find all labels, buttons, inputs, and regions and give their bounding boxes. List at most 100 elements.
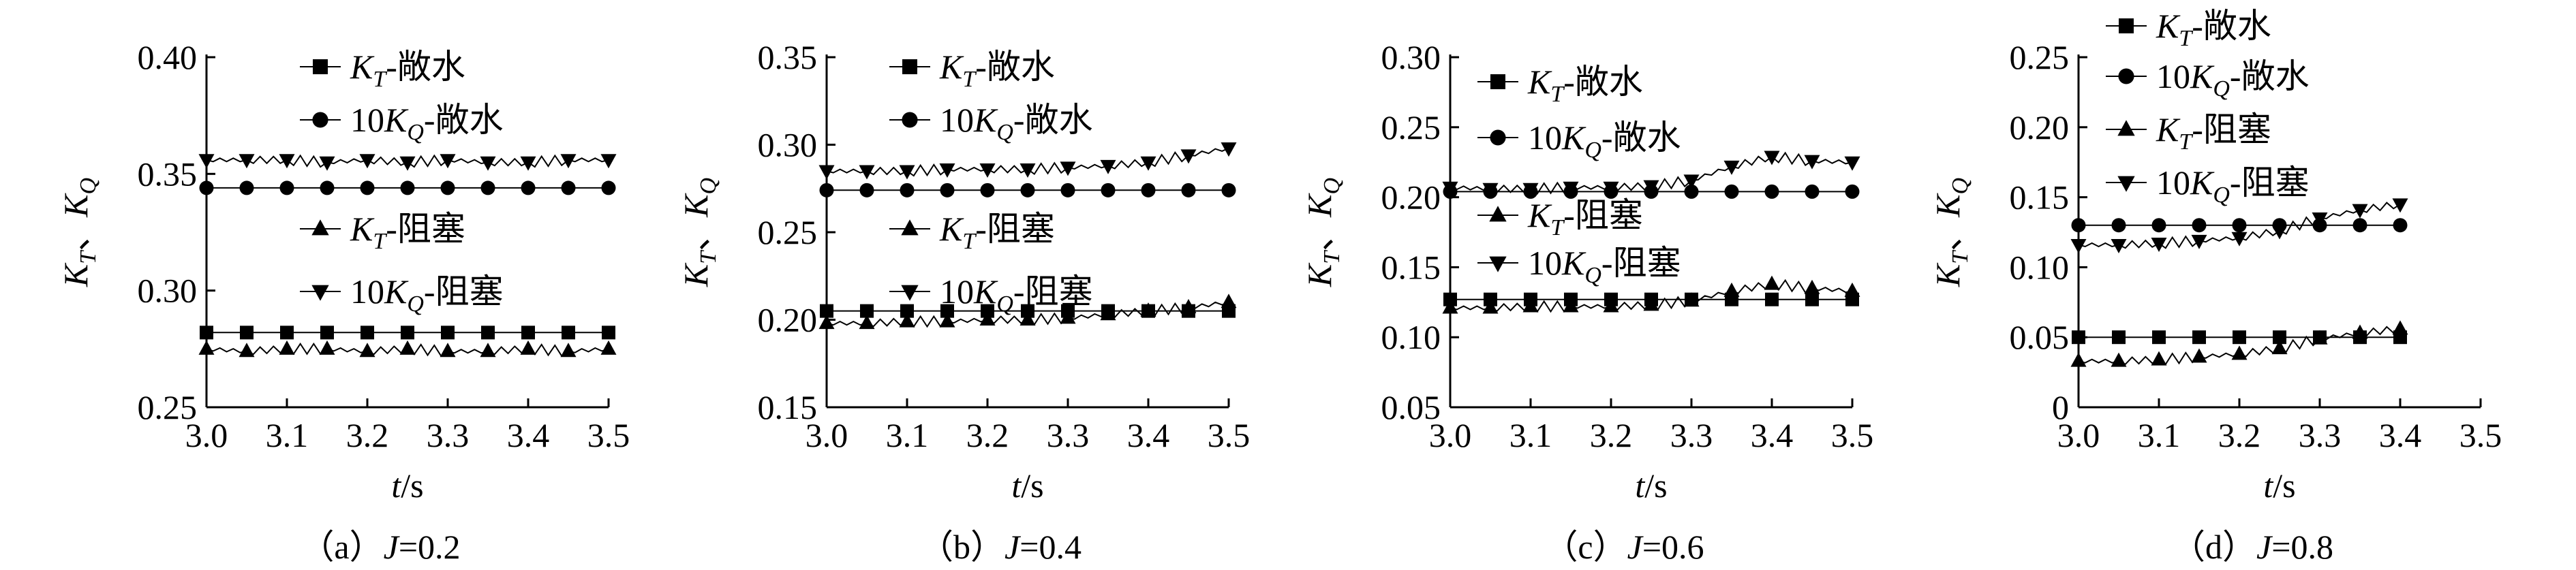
data-point [1603, 298, 1619, 313]
data-point [400, 180, 415, 195]
x-axis-label: t/s [2263, 466, 2295, 505]
legend-marker [311, 219, 329, 236]
data-point [279, 180, 294, 195]
y-tick-label: 0.05 [1381, 388, 1441, 426]
legend-entry-1: KT-敞水 [1477, 63, 1643, 107]
data-point [2071, 218, 2086, 233]
data-point [899, 313, 915, 328]
x-tick-label: 3.5 [1831, 416, 1874, 454]
data-point [600, 154, 617, 169]
legend-entry-3: KT-阻塞 [300, 210, 465, 254]
data-point [1683, 174, 1700, 189]
data-point [1723, 160, 1740, 175]
y-tick-label: 0.35 [758, 38, 818, 76]
data-point [1021, 304, 1034, 318]
data-point [1101, 183, 1116, 197]
data-point [2392, 198, 2408, 213]
legend-marker [1490, 74, 1505, 89]
data-point [2151, 218, 2166, 233]
legend-label: KT-敞水 [350, 48, 465, 92]
data-point [2352, 218, 2367, 233]
x-tick-label: 3.2 [346, 416, 389, 454]
legend-label: 10KQ-敞水 [350, 101, 504, 145]
legend-marker [1489, 256, 1507, 272]
data-point [1724, 184, 1739, 199]
series-1 [2072, 330, 2407, 345]
data-point [359, 343, 375, 358]
data-point [1482, 299, 1499, 314]
data-point [1684, 184, 1699, 199]
legend-marker [1489, 206, 1507, 222]
legend-marker [902, 112, 918, 128]
data-point [1060, 183, 1075, 197]
legend-label: 10KQ-敞水 [2156, 57, 2310, 101]
data-point [940, 183, 955, 197]
data-point [2191, 234, 2207, 249]
data-point [1522, 183, 1539, 197]
data-point [900, 304, 914, 318]
x-tick-label: 3.1 [266, 416, 309, 454]
data-point [940, 304, 954, 318]
data-point [1060, 309, 1076, 324]
data-point [900, 183, 915, 197]
x-tick-label: 3.0 [1429, 416, 1472, 454]
x-tick-label: 3.4 [507, 416, 550, 454]
y-tick-label: 0.35 [138, 155, 198, 193]
data-point [360, 180, 375, 195]
data-point [1603, 181, 1619, 196]
data-point [2393, 218, 2408, 233]
data-point [1805, 292, 1819, 306]
data-point [859, 165, 875, 180]
panel-caption: （c）J=0.6 [1544, 528, 1704, 566]
data-point [1221, 183, 1236, 197]
data-point [361, 326, 374, 340]
data-point [2271, 225, 2288, 240]
series-4 [2070, 198, 2408, 254]
y-axis-label: KT、KQ [1300, 178, 1345, 287]
data-point [1020, 183, 1035, 197]
data-point [199, 180, 214, 195]
series-4 [818, 142, 1237, 180]
data-point [520, 156, 536, 171]
legend-label: KT-阻塞 [350, 210, 465, 254]
data-point [1844, 282, 1860, 297]
data-point [1180, 149, 1197, 164]
y-tick-label: 0.20 [758, 301, 818, 339]
data-point [2231, 232, 2248, 247]
series-4 [1442, 151, 1860, 197]
data-point [1181, 183, 1196, 197]
legend-label: 10KQ-阻塞 [2156, 163, 2310, 208]
data-point [1683, 292, 1700, 307]
data-point [981, 304, 994, 318]
data-point [819, 183, 834, 197]
data-point [1643, 296, 1659, 311]
data-point [480, 180, 495, 195]
legend-label: 10KQ-阻塞 [1528, 244, 1681, 288]
data-point [481, 326, 495, 340]
data-point [1563, 298, 1579, 313]
chart-panel-a: 0.25 0.30 0.35 0.40 3.0 3.1 3.2 3.3 3.4 3.5 KT、KQ t… [57, 38, 630, 566]
y-tick-label: 0.20 [1381, 178, 1441, 217]
data-point [1141, 183, 1156, 197]
legend-label: 10KQ-敞水 [940, 101, 1093, 145]
data-point [1482, 183, 1499, 197]
data-point [1019, 311, 1036, 326]
y-tick-label: 0.15 [2010, 178, 2070, 217]
x-axis-label: t/s [1635, 466, 1667, 505]
data-point [600, 340, 617, 355]
data-point [2392, 320, 2408, 335]
panel-caption: （a）J=0.2 [300, 528, 460, 566]
legend-marker [901, 219, 919, 236]
legend-marker [2118, 68, 2134, 84]
legend-entry-4: 10KQ-阻塞 [1477, 244, 1681, 288]
data-point [818, 165, 835, 180]
data-point [319, 340, 335, 355]
x-tick-label: 3.3 [1047, 416, 1090, 454]
legend-marker [902, 59, 917, 74]
y-tick-label: 0.40 [138, 38, 198, 76]
data-point [320, 326, 334, 340]
data-point [1180, 299, 1197, 314]
legend-label: 10KQ-阻塞 [940, 272, 1093, 317]
data-point [1805, 184, 1820, 199]
legend-entry-2: 10KQ-敞水 [889, 101, 1093, 145]
